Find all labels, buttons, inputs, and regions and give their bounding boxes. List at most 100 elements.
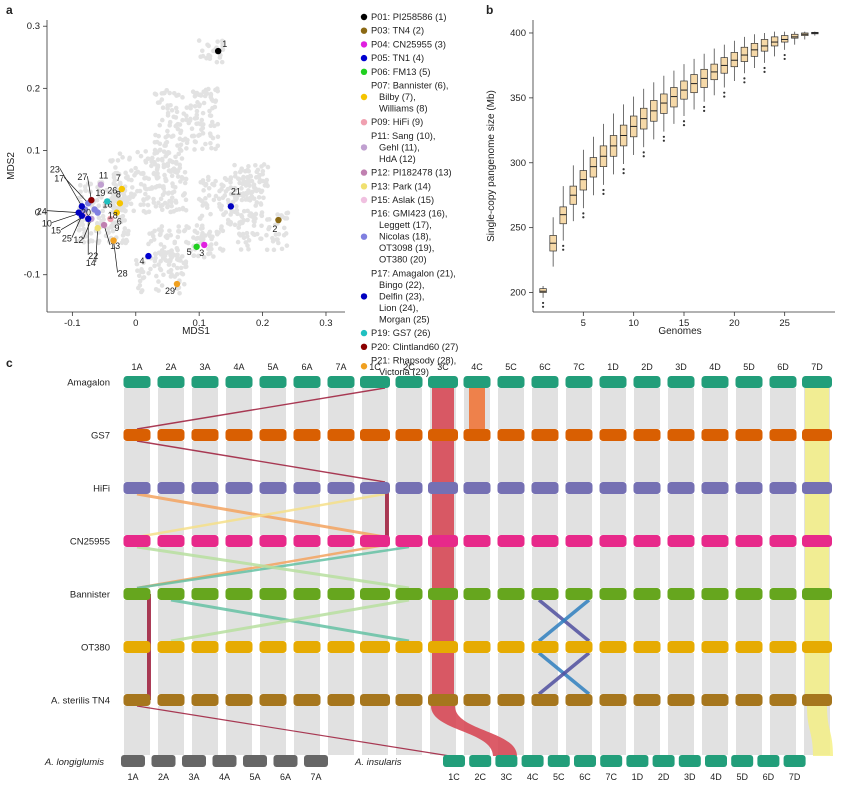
legend-entry: P13: Park (14) <box>371 181 431 191</box>
panel-b-boxplot: 5 10 15 20 25 200 250 300 350 400 Genomes Single… <box>486 20 835 337</box>
background-point <box>194 223 200 228</box>
background-point <box>83 188 89 194</box>
background-point <box>245 208 250 214</box>
box-outlier <box>682 124 686 127</box>
background-point <box>233 195 238 201</box>
genome-label: CN25955 <box>70 537 110 548</box>
chromosome-bar <box>463 376 491 388</box>
synteny-background-links <box>124 388 830 755</box>
synteny-background-ribbon <box>464 600 490 641</box>
background-point <box>199 117 205 123</box>
background-point <box>166 269 172 275</box>
background-point <box>95 239 100 245</box>
legend-entry-line: P19: GS7 (26) <box>371 328 430 338</box>
chromosome-bar <box>565 588 593 600</box>
background-point <box>189 133 195 139</box>
genome-point-label: 11 <box>99 171 108 181</box>
background-point <box>166 168 172 173</box>
background-point <box>264 247 270 253</box>
background-point <box>195 235 200 241</box>
box-outlier <box>723 91 726 94</box>
background-point <box>186 120 192 126</box>
longiglumis-chromosome <box>151 755 176 767</box>
background-point <box>220 47 226 52</box>
synteny-background-ribbon <box>566 547 592 588</box>
background-point <box>271 247 277 253</box>
background-point <box>115 158 121 163</box>
background-point <box>115 194 121 200</box>
background-point <box>120 233 126 238</box>
chromosome-label-3C: 3C <box>437 362 449 372</box>
background-point <box>155 157 161 162</box>
background-point <box>176 229 182 234</box>
chromosome-bar <box>769 429 797 441</box>
synteny-background-ribbon <box>294 388 320 429</box>
chromosome-bar <box>360 588 390 600</box>
chromosome-bar <box>463 482 491 494</box>
legend-entry-line: HdA (12) <box>379 154 416 164</box>
chromosome-bar <box>360 429 390 441</box>
chromosome-bar <box>497 588 525 600</box>
genome-point-label: 22 <box>88 251 98 261</box>
genome-point-label: 6 <box>117 217 122 227</box>
synteny-background-ribbon <box>498 388 524 429</box>
background-point <box>219 38 225 44</box>
chromosome-bar <box>802 588 832 600</box>
genome-point-label: 8 <box>116 189 121 199</box>
background-point <box>122 226 128 231</box>
background-point <box>164 178 169 183</box>
synteny-background-ribbon <box>362 600 388 641</box>
longiglumis-chromosome <box>182 755 206 767</box>
legend-entry-line: Nicolas (18), <box>379 232 431 242</box>
chromosome-bar <box>531 588 559 600</box>
background-point <box>142 183 147 189</box>
box-outlier <box>602 188 605 192</box>
box-outlier <box>642 151 645 154</box>
b-y-ticks: 200 250 300 350 400 <box>510 28 533 299</box>
background-point <box>124 238 130 244</box>
background-point <box>167 228 172 234</box>
background-point <box>149 185 155 190</box>
background-point <box>204 91 210 96</box>
legend-entry: P07: Bannister (6), Bilby (7), Williams (8… <box>371 81 449 114</box>
synteny-highlight-ribbon <box>432 494 454 535</box>
box-outlier <box>541 305 545 308</box>
background-point <box>253 175 259 180</box>
background-point <box>152 228 157 234</box>
synteny-highlight-ribbon <box>805 653 829 694</box>
synteny-highlight-ribbon <box>469 388 485 429</box>
synteny-background-ribbon <box>668 388 694 429</box>
box-outlier <box>783 53 786 57</box>
synteny-background-ribbon <box>668 706 694 755</box>
legend-marker <box>360 54 368 62</box>
synteny-background-ribbon <box>532 441 558 482</box>
genome-point-label: 20 <box>81 207 91 217</box>
chromosome-bar <box>259 482 287 494</box>
chromosome-bar <box>701 482 729 494</box>
chromosome-labels: 1A 2A 3A 4A 5A 6A 7A 1C 2C 3C 4C 5C 6C 7C 1D 2D 3D 4D 5D 6D… <box>131 362 823 372</box>
box-outlier <box>582 216 585 219</box>
background-point <box>245 174 250 180</box>
box-outlier <box>763 70 766 74</box>
insularis-chromosome-label: 2C <box>474 772 486 782</box>
chromosome-bar <box>735 694 763 706</box>
background-point <box>251 232 256 237</box>
background-point <box>242 168 248 174</box>
background-point <box>156 279 161 284</box>
chromosome-bar <box>225 376 253 388</box>
chromosome-bar <box>225 535 253 547</box>
chromosome-bar <box>701 429 729 441</box>
insularis-chromosome-label: 5D <box>736 772 748 782</box>
background-point <box>169 248 174 253</box>
chromosome-label-2C: 2C <box>403 362 415 372</box>
chromosome-bar <box>735 429 763 441</box>
chromosome-bar <box>123 641 151 653</box>
background-point <box>196 92 202 97</box>
background-point <box>165 191 171 196</box>
b-y-tick-label: 250 <box>510 223 526 234</box>
insularis-chromosome <box>626 755 649 767</box>
background-point <box>164 152 170 157</box>
background-point <box>194 112 200 118</box>
legend-marker <box>360 41 368 48</box>
synteny-background-ribbon <box>396 388 422 429</box>
